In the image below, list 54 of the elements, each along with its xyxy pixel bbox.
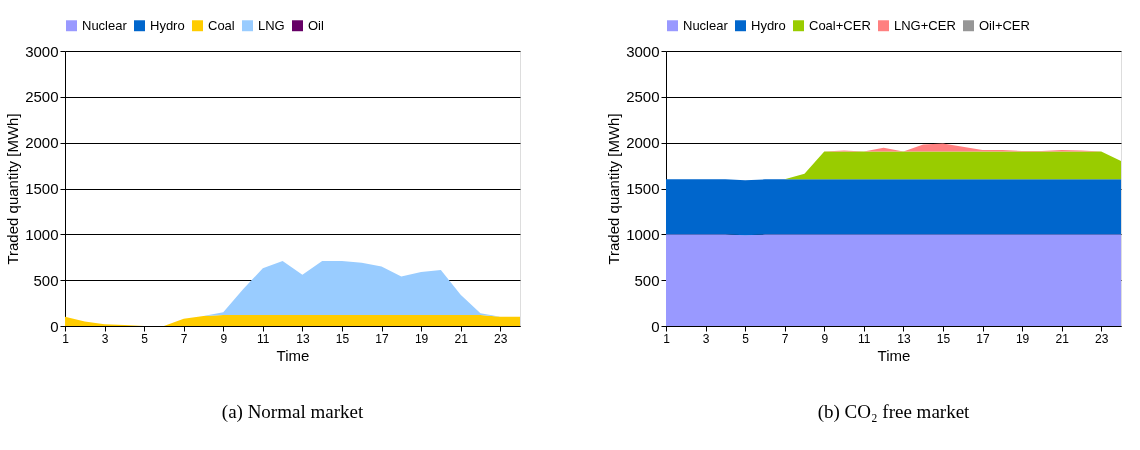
x-axis-title: Time: [877, 346, 911, 364]
y-tick-label: 3000: [626, 42, 660, 60]
y-tick-label: 2000: [25, 134, 59, 152]
x-tick-label: 5: [141, 331, 149, 346]
x-tick-label: 17: [976, 331, 991, 346]
text: (a) Normal market: [221, 401, 364, 423]
x-tick-label: 3: [702, 331, 710, 346]
x-tick-label: 23: [494, 331, 508, 346]
x-tick-label: 19: [1015, 331, 1030, 346]
x-tick-label: 13: [296, 331, 310, 346]
x-tick-label: 7: [180, 331, 188, 346]
y-tick-label: 0: [651, 317, 660, 335]
y-tick-label: 500: [634, 271, 660, 289]
text: (b) CO₂ free market: [817, 401, 971, 423]
x-tick-label: 17: [375, 331, 390, 346]
legend-label: Oil+CER: [979, 17, 1030, 33]
x-tick-label: 5: [742, 331, 750, 346]
legend-label: Oil: [308, 17, 324, 33]
legend-label: Hydro: [751, 17, 786, 33]
y-tick-label: 1000: [626, 225, 660, 243]
y-tick-label: 500: [33, 271, 59, 289]
legend-label: Nuclear: [683, 17, 729, 33]
y-tick-label: 2500: [626, 88, 660, 106]
x-tick-label: 19: [414, 331, 429, 346]
y-tick-label: 3000: [25, 42, 59, 60]
x-axis-title: Time: [276, 346, 310, 364]
y-tick-label: 1500: [626, 180, 660, 197]
x-tick-label: 3: [101, 331, 109, 346]
x-tick-label: 23: [1095, 331, 1109, 346]
y-tick-label: 1500: [25, 180, 59, 197]
y-axis-title: Traded quantity [MWh]: [4, 113, 22, 265]
x-tick-label: 1: [62, 331, 70, 346]
y-tick-label: 2500: [25, 88, 59, 106]
x-tick-label: 1: [663, 331, 671, 346]
x-tick-label: 11: [858, 331, 871, 346]
y-tick-label: 2000: [626, 134, 660, 152]
x-tick-label: 7: [781, 331, 789, 346]
legend-label: LNG+CER: [894, 17, 956, 33]
legend-label: Nuclear: [82, 17, 128, 33]
legend-label: LNG: [258, 17, 285, 33]
x-tick-label: 15: [936, 331, 951, 346]
x-tick-label: 21: [454, 331, 469, 346]
x-tick-label: 11: [257, 331, 270, 346]
y-tick-label: 1000: [25, 225, 59, 243]
x-tick-label: 13: [897, 331, 911, 346]
x-tick-label: 15: [335, 331, 350, 346]
legend-label: Coal: [208, 17, 235, 33]
x-tick-label: 9: [220, 331, 228, 346]
legend-label: Hydro: [150, 17, 185, 33]
x-tick-label: 9: [821, 331, 829, 346]
legend-label: Coal+CER: [809, 17, 871, 33]
y-axis-title: Traded quantity [MWh]: [605, 113, 623, 265]
y-tick-label: 0: [50, 317, 59, 335]
x-tick-label: 21: [1055, 331, 1070, 346]
